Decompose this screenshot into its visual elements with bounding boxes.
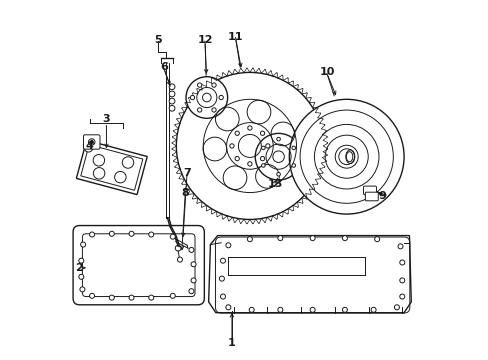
Circle shape (291, 146, 295, 150)
Circle shape (260, 157, 264, 161)
Circle shape (90, 140, 93, 143)
Circle shape (291, 164, 295, 167)
Circle shape (191, 262, 196, 267)
Circle shape (211, 108, 216, 112)
Circle shape (247, 162, 251, 166)
Circle shape (177, 257, 182, 262)
Circle shape (219, 95, 223, 100)
Circle shape (89, 232, 94, 237)
Circle shape (81, 242, 85, 247)
Circle shape (109, 295, 114, 300)
Circle shape (277, 307, 282, 312)
Circle shape (84, 143, 93, 152)
Text: 7: 7 (183, 168, 191, 178)
Circle shape (80, 287, 85, 292)
Circle shape (370, 307, 375, 312)
Circle shape (197, 108, 202, 112)
Circle shape (289, 99, 403, 214)
FancyBboxPatch shape (73, 226, 204, 305)
Circle shape (261, 164, 264, 167)
Circle shape (399, 260, 404, 265)
Circle shape (249, 307, 254, 312)
Circle shape (235, 131, 239, 135)
Circle shape (265, 144, 269, 148)
Circle shape (129, 231, 134, 236)
Circle shape (309, 235, 314, 240)
Circle shape (169, 105, 175, 111)
Circle shape (79, 258, 83, 263)
Circle shape (225, 243, 230, 248)
Circle shape (188, 289, 194, 294)
Text: 5: 5 (154, 35, 162, 45)
Circle shape (229, 144, 234, 148)
Text: 6: 6 (160, 62, 167, 72)
Circle shape (399, 294, 404, 299)
Text: 9: 9 (378, 191, 386, 201)
Circle shape (220, 258, 225, 263)
Circle shape (235, 157, 239, 161)
Circle shape (211, 83, 216, 87)
Text: 13: 13 (267, 179, 282, 189)
Circle shape (309, 307, 314, 312)
Text: 8: 8 (181, 188, 189, 198)
Circle shape (394, 305, 399, 310)
Circle shape (261, 146, 264, 150)
FancyBboxPatch shape (83, 135, 100, 149)
Circle shape (169, 91, 175, 97)
Circle shape (190, 95, 194, 100)
Circle shape (276, 172, 280, 176)
Circle shape (109, 231, 114, 236)
Circle shape (342, 235, 346, 240)
Circle shape (399, 278, 404, 283)
Circle shape (335, 145, 357, 168)
Polygon shape (76, 140, 147, 195)
Circle shape (148, 232, 153, 237)
Circle shape (374, 237, 379, 242)
FancyBboxPatch shape (365, 192, 378, 201)
Circle shape (169, 84, 175, 90)
Circle shape (219, 276, 224, 281)
Circle shape (397, 244, 402, 249)
Text: 1: 1 (227, 338, 235, 348)
Text: 4: 4 (85, 141, 93, 151)
Circle shape (197, 83, 202, 87)
Circle shape (225, 305, 230, 310)
Text: 2: 2 (75, 263, 82, 273)
Circle shape (342, 307, 346, 312)
Circle shape (191, 278, 196, 283)
Circle shape (255, 134, 301, 180)
Text: 12: 12 (197, 35, 212, 45)
Circle shape (148, 295, 153, 300)
Circle shape (185, 77, 227, 118)
Circle shape (220, 294, 225, 299)
Text: 10: 10 (319, 67, 334, 77)
Text: 3: 3 (102, 114, 110, 124)
Circle shape (89, 293, 94, 298)
Text: 11: 11 (227, 32, 243, 41)
Circle shape (129, 295, 134, 300)
Circle shape (170, 234, 175, 239)
Polygon shape (208, 235, 410, 313)
Circle shape (188, 247, 194, 252)
Circle shape (276, 137, 280, 141)
Circle shape (260, 131, 264, 135)
Circle shape (277, 235, 282, 240)
Circle shape (79, 274, 83, 279)
Circle shape (247, 237, 252, 242)
Circle shape (170, 293, 175, 298)
FancyBboxPatch shape (363, 186, 376, 195)
Circle shape (169, 98, 175, 104)
Circle shape (247, 126, 251, 130)
Circle shape (176, 72, 323, 220)
